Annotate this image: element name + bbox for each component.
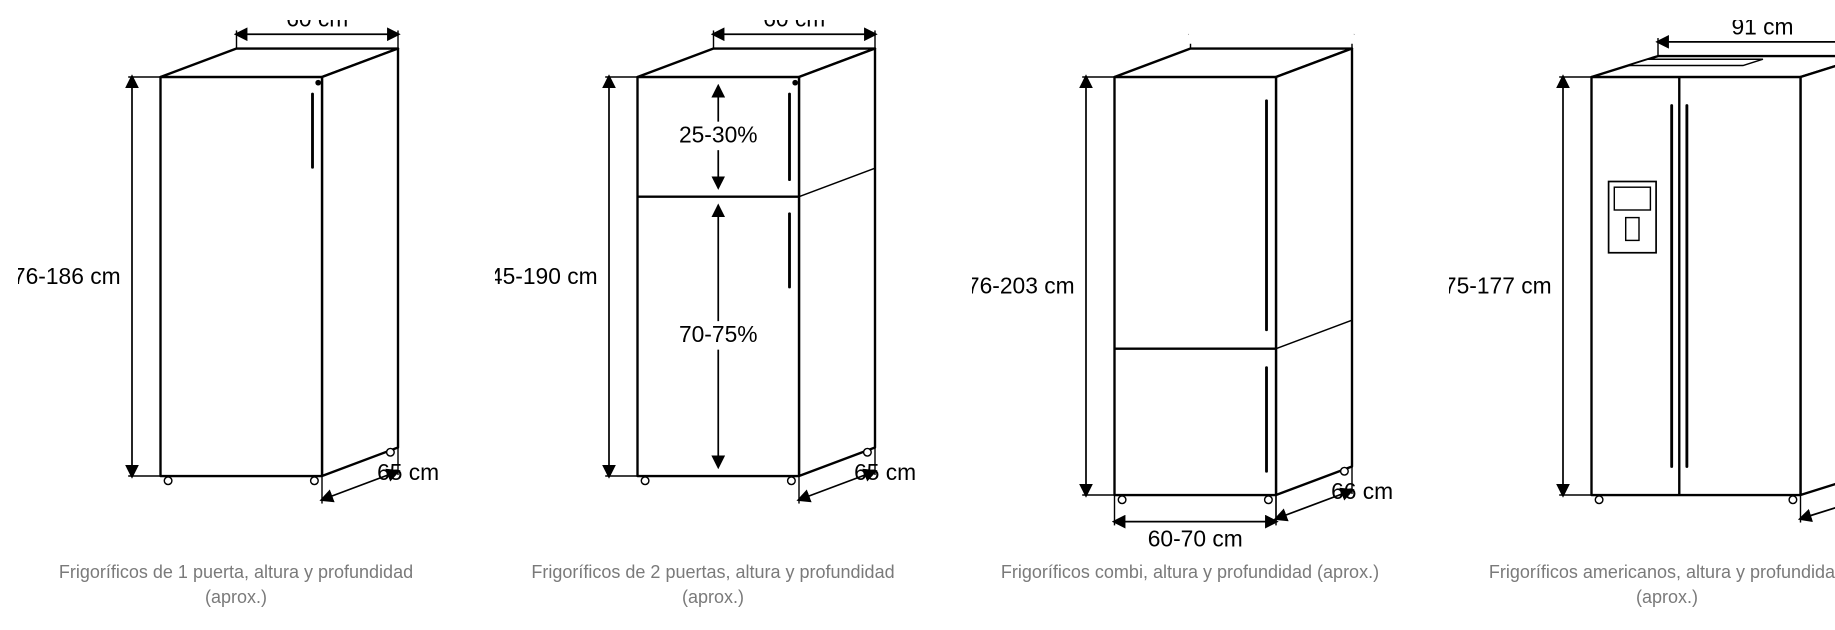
height-label: 175-177 cm [1449, 273, 1552, 299]
caption: Frigoríficos de 1 puerta, altura y profu… [36, 560, 436, 610]
height-label: 176-203 cm [972, 273, 1075, 299]
width-label: 91 cm [1731, 20, 1793, 39]
width-label: 60 cm [286, 20, 348, 32]
fridge-american: 91 cm175-177 cm72 cmFrigoríficos america… [1449, 20, 1835, 610]
caption: Frigoríficos de 2 puertas, altura y prof… [513, 560, 913, 610]
upper-percent: 25-30% [678, 122, 757, 148]
height-label: 145-190 cm [495, 263, 598, 289]
fridge-1door: 60 cm 176-186 cm 65 cm Frigoríficos de 1 pu… [18, 20, 455, 610]
caption: Frigoríficos americanos, altura y profun… [1467, 560, 1835, 610]
depth-label: 66 cm [1331, 478, 1393, 504]
caption: Frigoríficos combi, altura y profundidad… [1001, 560, 1379, 585]
fridge-combi: 60-70 cm176-203 cm66 cm60-70 cmFrigorífi… [972, 20, 1409, 610]
depth-label: 65 cm [854, 459, 916, 485]
height-label: 176-186 cm [18, 263, 121, 289]
depth-label: 65 cm [377, 459, 439, 485]
width-label-bottom: 60-70 cm [1147, 525, 1242, 551]
lower-percent: 70-75% [678, 321, 757, 347]
width-label: 60 cm [763, 20, 825, 32]
fridge-2door: 60 cm 145-190 cm 65 cm 25-30% 70-75% Frigoríf… [495, 20, 932, 610]
